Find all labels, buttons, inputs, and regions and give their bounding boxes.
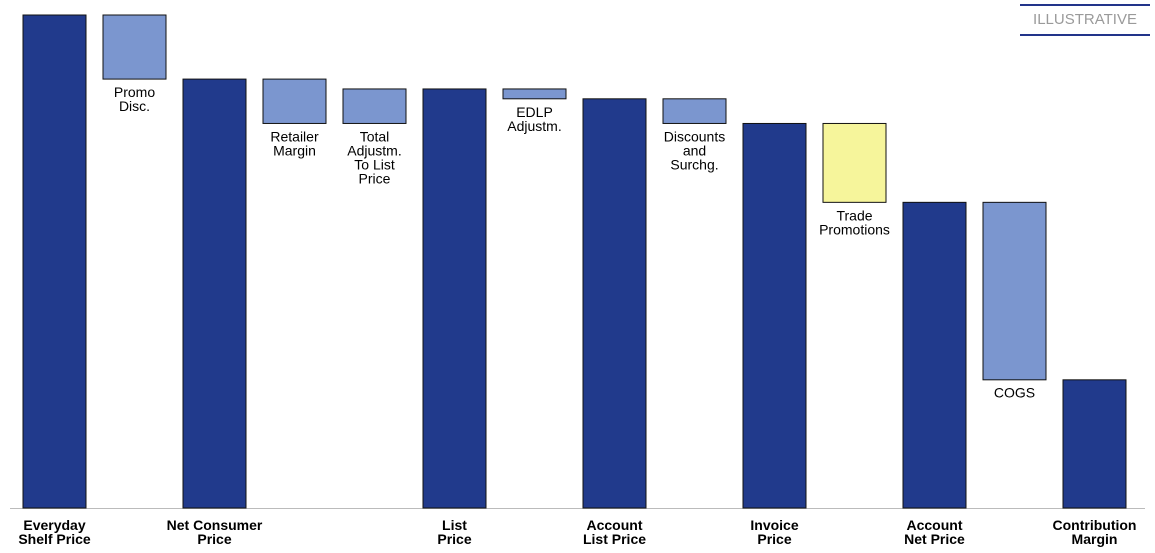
bar [22, 14, 87, 509]
category-label: Trade Promotions [819, 207, 890, 237]
bar [422, 88, 487, 509]
category-label: Promo Disc. [114, 84, 155, 114]
category-label: COGS [994, 385, 1035, 401]
bar [502, 88, 567, 100]
category-label: Contribution Margin [1053, 517, 1137, 547]
bar [342, 88, 407, 124]
bar [182, 78, 247, 509]
category-label: Account List Price [583, 517, 646, 547]
category-label: Net Consumer Price [167, 517, 263, 547]
category-label: Discounts and Surchg. [664, 128, 725, 172]
category-label: Invoice Price [750, 517, 798, 547]
category-label: List Price [437, 517, 471, 547]
bar [582, 98, 647, 509]
bar [1062, 379, 1127, 509]
bar [102, 14, 167, 80]
category-label: EDLP Adjustm. [507, 104, 561, 134]
bar [902, 201, 967, 509]
category-label: Total Adjustm. To List Price [347, 128, 401, 186]
category-label: Everyday Shelf Price [18, 517, 91, 547]
bar [822, 122, 887, 203]
badge: ILLUSTRATIVE [1033, 11, 1137, 28]
category-label: Retailer Margin [270, 128, 319, 158]
bar [262, 78, 327, 124]
bar [982, 201, 1047, 381]
bar [662, 98, 727, 124]
bar [742, 122, 807, 509]
category-label: Account Net Price [904, 517, 965, 547]
